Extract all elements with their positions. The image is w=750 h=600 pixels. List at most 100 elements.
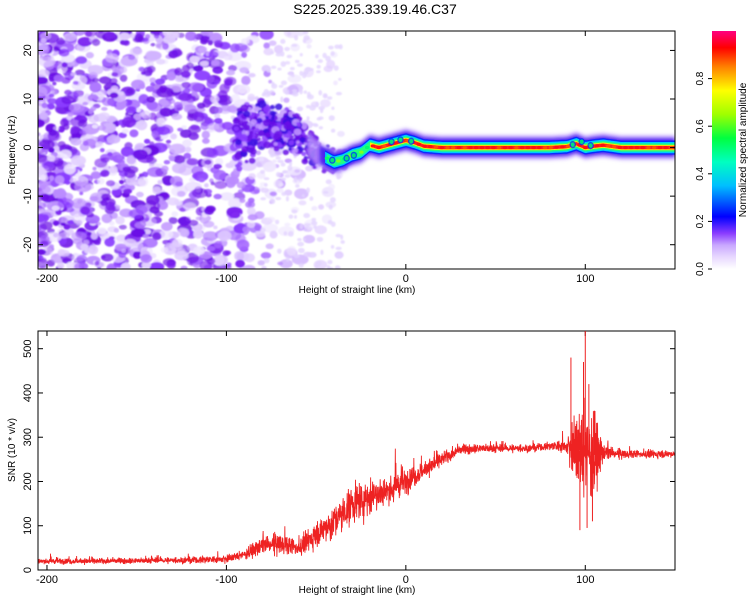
heatmap-cell xyxy=(310,252,316,258)
snr-x-ticks: -200 -100 0 100 xyxy=(36,331,594,586)
heatmap-cell xyxy=(173,154,186,164)
x-tick-label: -200 xyxy=(36,273,58,285)
heatmap-cell xyxy=(213,163,222,169)
heatmap-cell xyxy=(200,31,214,37)
heatmap-cell xyxy=(141,110,151,120)
heatmap-cell xyxy=(38,145,42,151)
heatmap-cell xyxy=(169,241,183,251)
heatmap-cell xyxy=(234,251,245,261)
heatmap-cell xyxy=(79,191,84,196)
heatmap-cell xyxy=(113,227,119,233)
heatmap-cell xyxy=(239,67,249,74)
heatmap-cell xyxy=(249,138,259,147)
heatmap-cell xyxy=(309,196,314,201)
heatmap-cell xyxy=(282,149,289,156)
heatmap-cell xyxy=(316,64,321,69)
colorbar-tick-label: 0.2 xyxy=(695,214,706,228)
heatmap-cell xyxy=(109,165,118,174)
heatmap-cell xyxy=(301,158,309,165)
heatmap-cell xyxy=(214,254,229,266)
heatmap-cell xyxy=(70,72,77,77)
heatmap-cell xyxy=(333,65,339,71)
heatmap-cell xyxy=(99,147,105,153)
ridge-peak xyxy=(382,144,387,148)
heatmap-cell xyxy=(288,147,292,151)
heatmap-cell xyxy=(317,59,323,64)
ridge-peak xyxy=(422,144,427,148)
heatmap-cell xyxy=(303,90,308,94)
heatmap-cell xyxy=(260,227,266,233)
heatmap-cell xyxy=(248,157,256,164)
heatmap-cell xyxy=(181,64,191,73)
heatmap-cell xyxy=(326,264,331,269)
ridge-peak xyxy=(663,145,668,150)
heatmap-cell xyxy=(298,263,304,268)
heatmap-cell xyxy=(288,214,294,219)
heatmap-cell xyxy=(129,33,137,39)
heatmap-cell xyxy=(137,176,149,187)
heatmap-cell xyxy=(334,265,341,269)
heatmap-cell xyxy=(119,66,128,74)
ridge-peak xyxy=(370,144,376,148)
heatmap-cell xyxy=(133,113,142,121)
heatmap-cell xyxy=(74,262,88,269)
heatmap-cell xyxy=(98,31,104,34)
ridge-peak xyxy=(433,145,439,149)
ridge-peak xyxy=(393,141,398,145)
heatmap-cell xyxy=(280,80,288,86)
heatmap-cell xyxy=(259,111,264,116)
heatmap-cell xyxy=(210,181,216,186)
heatmap-cell xyxy=(132,149,148,160)
y-tick-label: 0 xyxy=(22,145,34,151)
heatmap-cell xyxy=(146,195,160,205)
heatmap-cell xyxy=(131,181,139,186)
heatmap-cell xyxy=(201,130,210,139)
heatmap-cell xyxy=(298,147,304,152)
heatmap-cell xyxy=(53,221,59,226)
heatmap-cell xyxy=(269,105,275,110)
heatmap-cell xyxy=(330,128,336,133)
heatmap-cell xyxy=(263,42,270,49)
ridge-lump-core xyxy=(389,139,394,144)
heatmap-cell xyxy=(279,259,293,269)
heatmap-cell xyxy=(89,81,102,93)
heatmap-cell xyxy=(242,124,251,131)
heatmap-cell xyxy=(94,158,108,168)
heatmap-cell xyxy=(315,260,322,267)
heatmap-cell xyxy=(70,155,86,166)
heatmap-cell xyxy=(172,133,176,138)
ridge-peak xyxy=(646,145,651,150)
heatmap-cell xyxy=(291,113,296,118)
heatmap-cell xyxy=(286,245,297,256)
x-tick-label: -100 xyxy=(215,273,237,285)
heatmap-cell xyxy=(301,151,307,157)
heatmap-cell xyxy=(284,222,291,227)
heatmap-cell xyxy=(56,262,65,269)
ridge-peak xyxy=(606,144,611,148)
heatmap-cell xyxy=(61,62,68,68)
heatmap-cell xyxy=(291,43,298,47)
heatmap-cell xyxy=(70,138,82,146)
heatmap-cell xyxy=(322,52,327,59)
heatmap-cell xyxy=(149,77,157,84)
heatmap-cell xyxy=(211,59,220,67)
ridge-peak xyxy=(376,145,381,150)
heatmap-cell xyxy=(49,175,55,181)
heatmap-cell xyxy=(273,142,278,146)
heatmap-cell xyxy=(171,49,183,57)
heatmap-cell xyxy=(228,197,242,209)
heatmap-cell xyxy=(293,215,298,219)
heatmap-cell xyxy=(165,139,172,144)
ridge-peak xyxy=(479,145,485,150)
heatmap-cell xyxy=(104,31,116,39)
heatmap-cell xyxy=(128,208,144,219)
heatmap-cell xyxy=(51,205,60,211)
heatmap-cell xyxy=(180,70,191,78)
heatmap-cell xyxy=(289,161,293,166)
heatmap-cell xyxy=(131,79,145,90)
ridge-peak xyxy=(462,145,467,150)
heatmap-cell xyxy=(140,254,153,263)
heatmap-cell xyxy=(291,89,298,93)
heatmap-cell xyxy=(176,190,186,197)
heatmap-cell xyxy=(288,106,292,110)
